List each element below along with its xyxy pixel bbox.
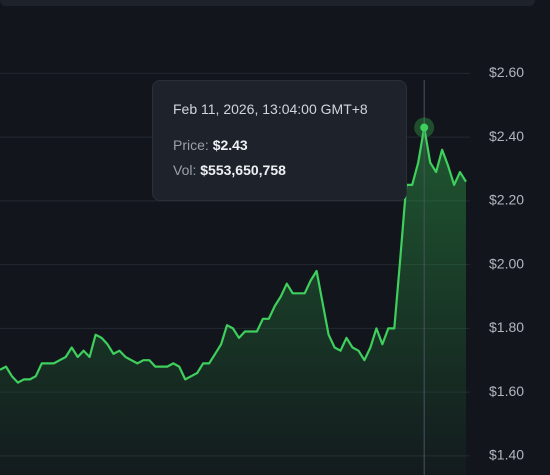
y-tick-label: $1.60	[489, 383, 524, 399]
y-tick-label: $2.40	[489, 128, 524, 144]
tooltip: Feb 11, 2026, 13:04:00 GMT+8 Price: $2.4…	[152, 80, 407, 201]
y-tick-label: $2.00	[489, 255, 524, 271]
y-tick-label: $2.20	[489, 192, 524, 208]
price-name: Price:	[173, 137, 209, 153]
hover-point	[420, 123, 429, 132]
price-value: $2.43	[212, 137, 248, 153]
top-panel	[0, 0, 535, 6]
vol-value: $553,650,758	[200, 162, 286, 178]
area	[0, 127, 466, 475]
tooltip-title: Feb 11, 2026, 13:04:00 GMT+8	[173, 101, 368, 117]
price-line	[0, 126, 467, 384]
tooltip-price: Price: $2.43	[173, 137, 248, 153]
y-tick-label: $1.40	[489, 447, 524, 463]
vol-name: Vol:	[173, 162, 197, 178]
y-tick-label: $1.80	[489, 319, 524, 335]
tooltip-vol: Vol: $553,650,758	[173, 162, 286, 178]
y-tick-label: $2.60	[489, 64, 524, 80]
